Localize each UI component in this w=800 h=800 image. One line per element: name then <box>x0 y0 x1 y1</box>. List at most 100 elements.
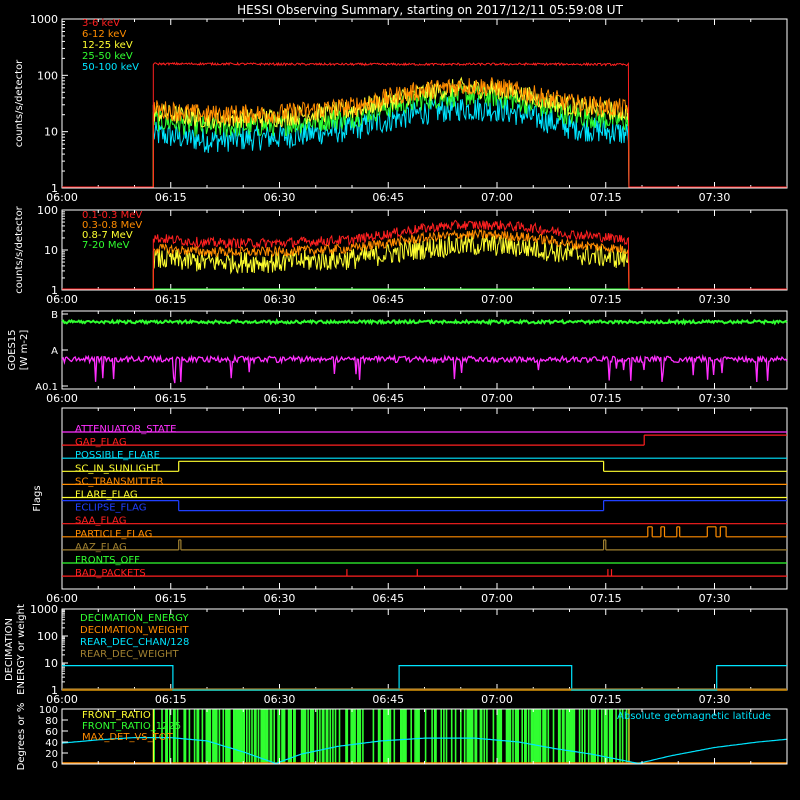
flags-panel-time-label: 06:00 <box>46 592 78 605</box>
ratios-ytick-label: 40 <box>45 738 58 749</box>
front-ratio-1225-bar <box>255 709 257 764</box>
front-ratio-1225-bar <box>265 709 268 764</box>
front-ratio-1225-bar <box>467 709 470 764</box>
front-ratio-1225-bar <box>234 709 236 764</box>
front-ratio-1225-bar <box>227 709 230 764</box>
front-ratio-1225-bar <box>218 709 221 764</box>
goes-panel-time-label: 07:00 <box>481 392 513 405</box>
front-ratio-1225-bar <box>356 709 359 764</box>
front-ratio-1225-bar <box>153 709 155 764</box>
front-ratio-1225-bar <box>325 709 328 764</box>
count-rates-low-panel-ytick-label: 1 <box>51 182 58 195</box>
count-rates-high-panel-frame <box>61 209 788 291</box>
front-ratio-1225-bar <box>474 709 476 764</box>
front-ratio-1225-bar <box>563 709 565 764</box>
front-ratio-1225-bar <box>326 709 329 764</box>
series-2-line <box>62 234 787 290</box>
front-ratio-1225-bar <box>460 709 462 764</box>
front-ratio-1225-bar <box>533 709 535 764</box>
front-ratio-1225-bar <box>581 709 583 764</box>
front-ratio-1225-bar <box>321 709 324 764</box>
front-ratio-1225-bar <box>445 709 448 764</box>
front-ratio-1225-bar <box>283 709 286 764</box>
front-ratio-1225-bar <box>261 709 264 764</box>
front-ratio-1225-bar <box>578 709 581 764</box>
front-ratio-1225-bar <box>273 709 275 764</box>
count-rates-low-panel-legend-0: 3-6 keV <box>82 18 120 29</box>
front-ratio-1225-bar <box>524 709 526 764</box>
front-ratio-1225-bar <box>475 709 478 764</box>
decimation-panel-time-label: 06:30 <box>264 693 296 706</box>
front-ratio-1225-bar <box>568 709 570 764</box>
front-ratio-1225-bar <box>410 709 412 764</box>
front-ratio-1225-bar <box>440 709 442 764</box>
count-rates-low-panel-legend-1: 6-12 keV <box>82 29 126 40</box>
flag-label-1: GAP_FLAG <box>75 437 127 448</box>
front-ratio-1225-bar <box>402 709 405 764</box>
front-ratio-1225-bar <box>547 709 550 764</box>
front-ratio-1225-bar <box>610 709 612 764</box>
ratios-ytick-label: 20 <box>45 749 58 760</box>
decimation-panel-time-label: 06:00 <box>46 693 78 706</box>
front-ratio-1225-bar <box>479 709 482 764</box>
ratios-panel-legend-0: FRONT_RATIO <box>82 710 151 721</box>
front-ratio-1225-bar <box>594 709 596 764</box>
front-ratio-1225-bar <box>346 709 349 764</box>
series-0-line <box>62 219 787 290</box>
front-ratio-1225-bar <box>229 709 231 764</box>
count-rates-high-panel-ylabel: counts/s/detector <box>14 205 25 293</box>
count-rates-high-panel-legend-0: 0.1-0.3 MeV <box>82 210 142 221</box>
front-ratio-1225-bar <box>383 709 385 764</box>
front-ratio-1225-bar <box>584 709 586 764</box>
count-rates-low-panel-time-label: 06:30 <box>264 191 296 204</box>
front-ratio-1225-bar <box>535 709 538 764</box>
flags-panel-time-label: 06:15 <box>155 592 187 605</box>
count-rates-low-panel-ytick-label: 100 <box>37 69 58 82</box>
flags-panel-time-label: 06:45 <box>372 592 404 605</box>
front-ratio-1225-bar <box>531 709 534 764</box>
series-1-line <box>62 77 787 188</box>
flag-label-7: SAA_FLAG <box>75 516 126 527</box>
front-ratio-1225-bar <box>514 709 517 764</box>
series-4-line <box>62 96 787 188</box>
front-ratio-1225-bar <box>471 709 474 764</box>
front-ratio-1225-bar <box>201 709 204 764</box>
front-ratio-1225-bar <box>329 709 332 764</box>
ratios-ytick-label: 60 <box>45 727 58 738</box>
count-rates-high-panel-time-label: 06:45 <box>372 293 404 306</box>
count-rates-low-panel-legend-3: 25-50 keV <box>82 51 133 62</box>
front-ratio-1225-bar <box>415 709 418 764</box>
front-ratio-1225-bar <box>213 709 215 764</box>
series-0-line <box>62 61 787 188</box>
front-ratio-1225-bar <box>205 709 208 764</box>
front-ratio-1225-bar <box>196 709 198 764</box>
front-ratio-1225-bar <box>486 709 488 764</box>
front-ratio-1225-bar <box>572 709 574 764</box>
front-ratio-1225-bar <box>611 709 613 764</box>
front-ratio-1225-bar <box>172 709 175 764</box>
decimation-panel-legend-0: DECIMATION_ENERGY <box>80 613 189 624</box>
front-ratio-1225-bar <box>334 709 337 764</box>
front-ratio-1225-bar <box>294 709 296 764</box>
goes-panel-time-label: 06:30 <box>264 392 296 405</box>
front-ratio-1225-bar <box>216 709 218 764</box>
front-ratio-1225-bar <box>379 709 381 764</box>
front-ratio-1225-bar <box>469 709 471 764</box>
front-ratio-1225-bar <box>597 709 599 764</box>
front-ratio-1225-bar <box>302 709 304 764</box>
flags-panel-time-label: 07:15 <box>590 592 622 605</box>
front-ratio-1225-bar <box>323 709 325 764</box>
front-ratio-1225-bar <box>507 709 509 764</box>
front-ratio-1225-bar <box>278 709 281 764</box>
front-ratio-1225-bar <box>208 709 210 764</box>
front-ratio-1225-bar <box>176 709 179 764</box>
front-ratio-1225-bar <box>557 709 560 764</box>
front-ratio-1225-bar <box>559 709 561 764</box>
front-ratio-1225-bar <box>303 709 305 764</box>
front-ratio-1225-bar <box>593 709 595 764</box>
front-ratio-1225-bar <box>389 709 392 764</box>
flags-panel-time-label: 06:30 <box>264 592 296 605</box>
front-ratio-1225-bars <box>153 709 628 764</box>
front-ratio-1225-bar <box>525 709 527 764</box>
